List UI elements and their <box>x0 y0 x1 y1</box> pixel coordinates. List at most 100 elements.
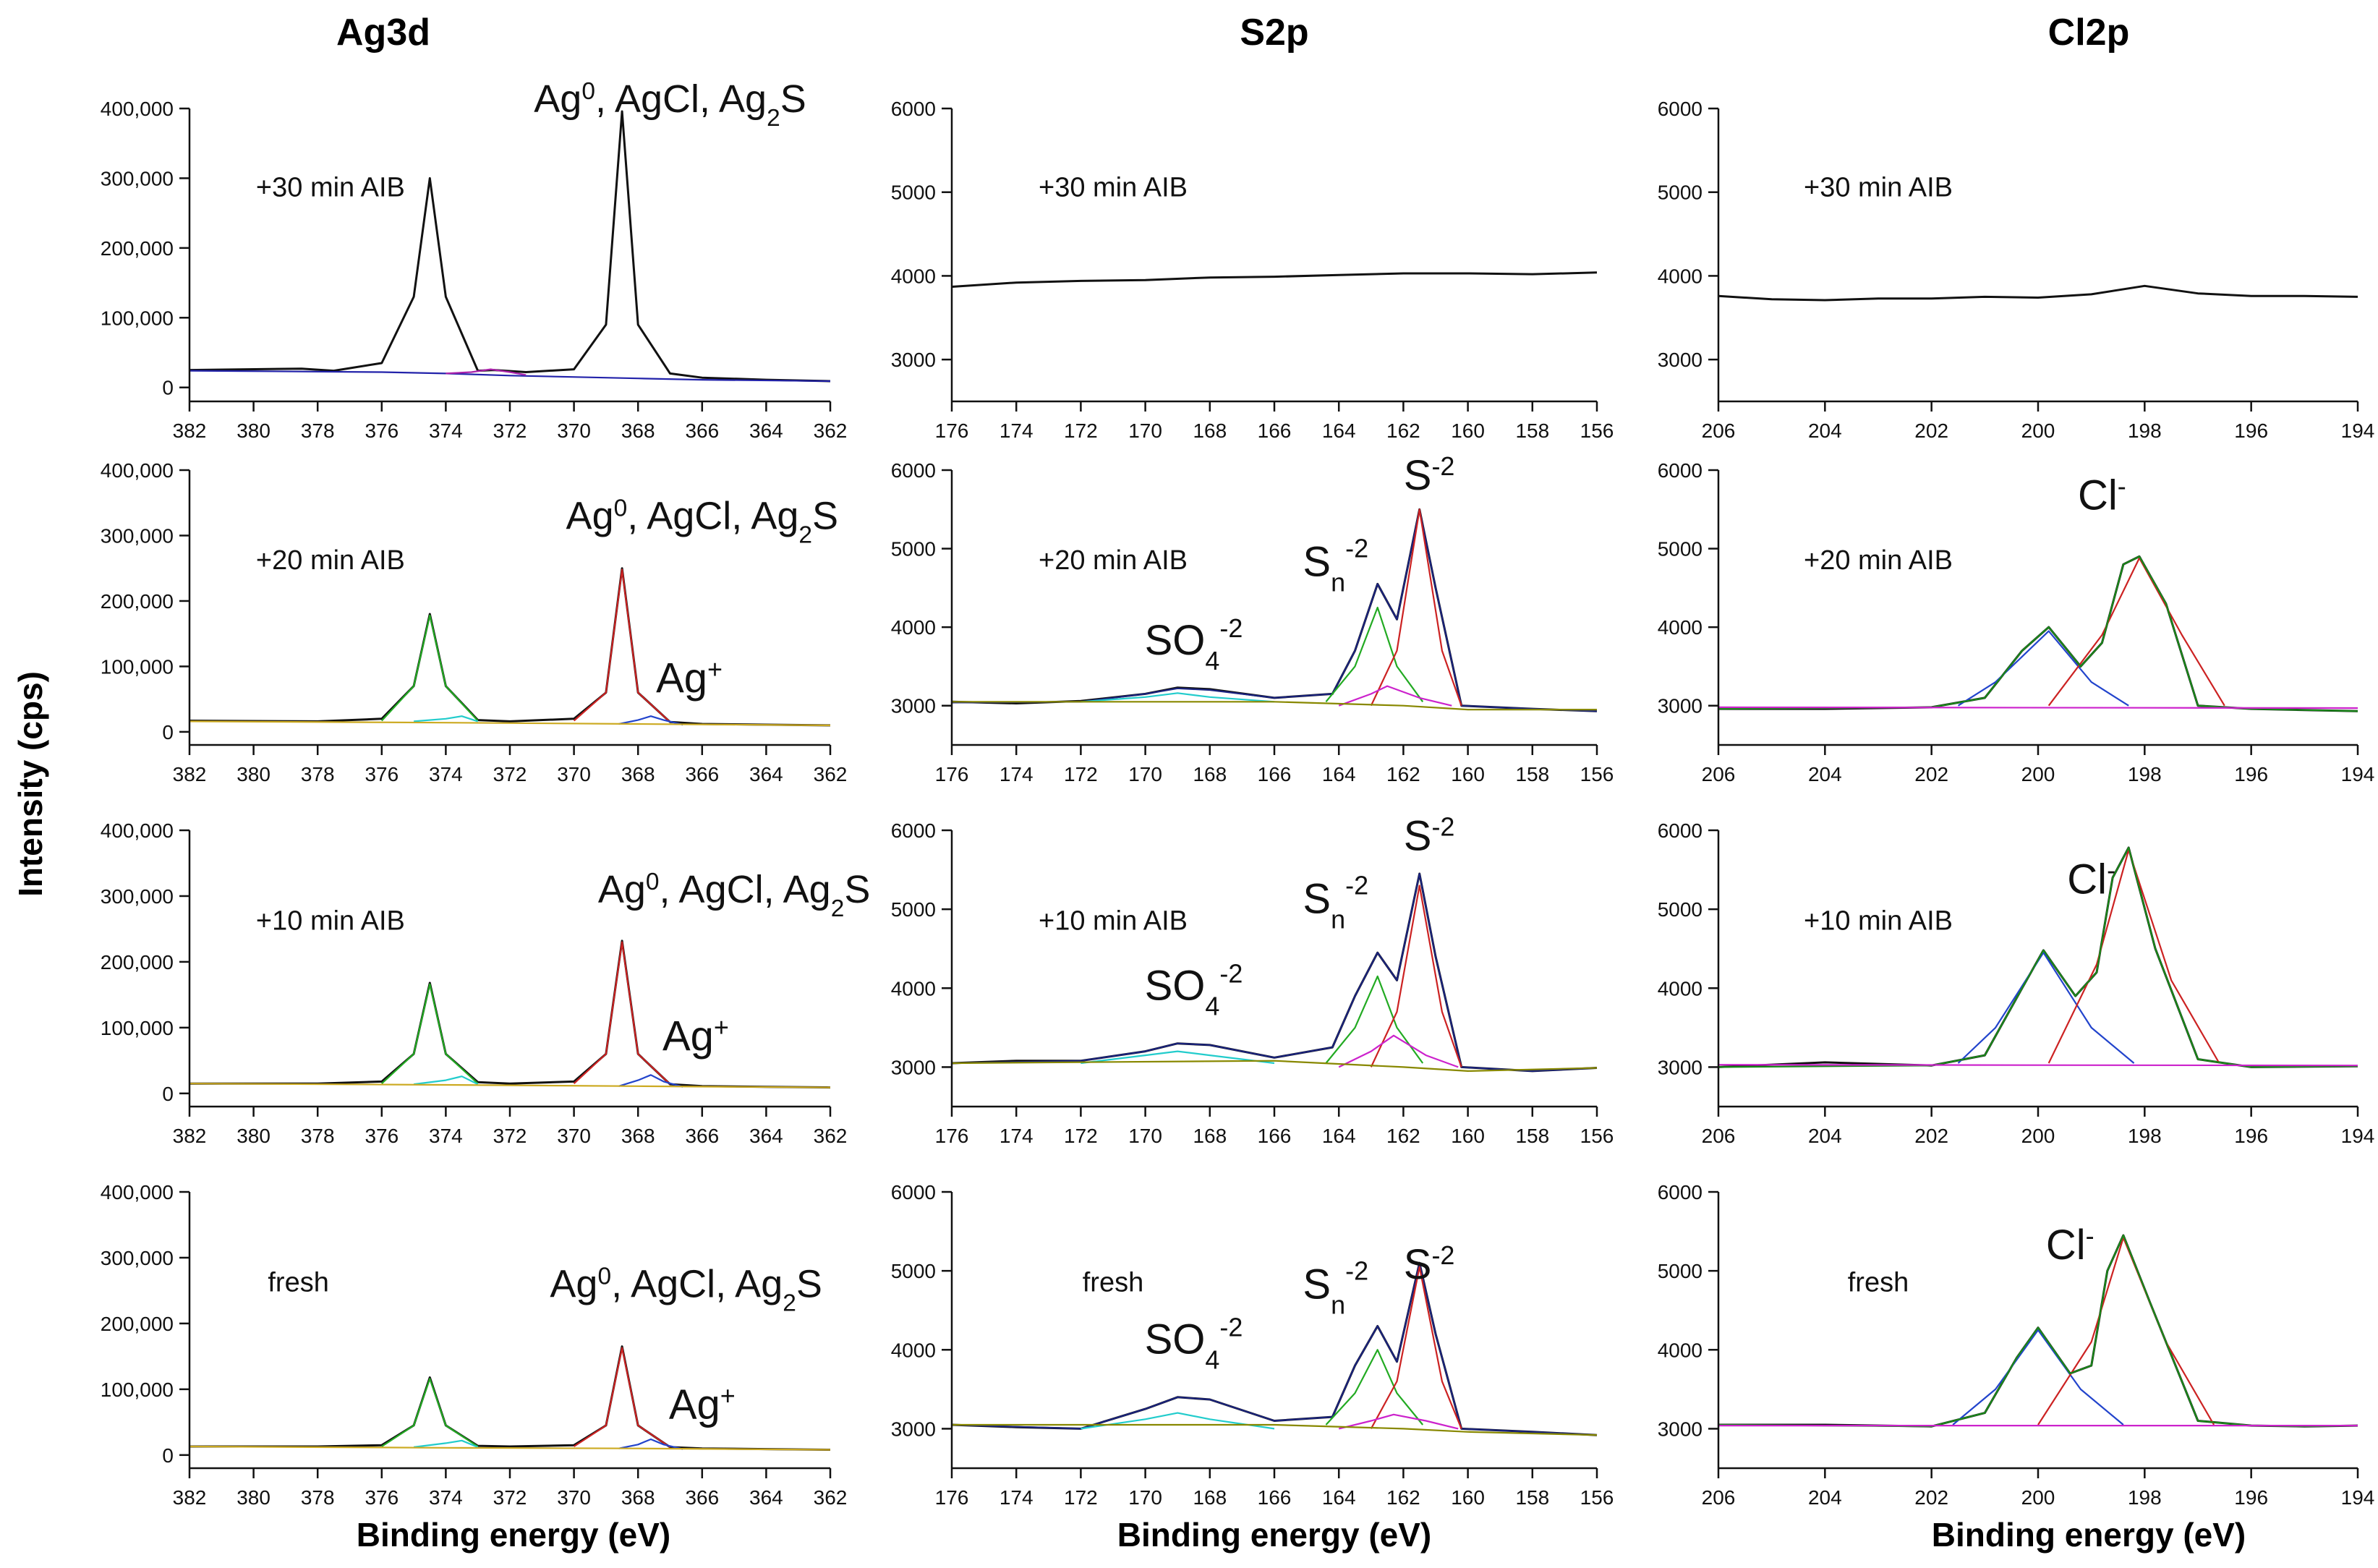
x-tick-label: 368 <box>621 419 655 442</box>
series-measured <box>951 508 1598 712</box>
x-tick-label: 372 <box>493 763 527 785</box>
series-cl-2p1-2 <box>1952 1329 2124 1426</box>
x-tick-label: 378 <box>301 1486 335 1509</box>
x-tick-label: 194 <box>2341 1125 2375 1147</box>
sample-label: fresh <box>268 1268 328 1298</box>
x-tick-label: 168 <box>1193 1486 1227 1509</box>
x-tick-label: 366 <box>685 763 719 785</box>
x-tick-label: 198 <box>2128 1486 2162 1509</box>
peak-annotation: Ag0, AgCl, Ag2S <box>566 494 839 548</box>
x-tick-label: 200 <box>2021 1486 2055 1509</box>
panel-ag3d-2: 382 380 378 376 374 372 370 368 366 364 362 0 100,00… <box>101 459 848 785</box>
x-tick-label: 158 <box>1515 419 1549 442</box>
x-tick-label: 206 <box>1702 1125 1736 1147</box>
x-tick-label: 196 <box>2234 1486 2268 1509</box>
x-tick-label: 166 <box>1258 763 1292 785</box>
y-tick-label: 200,000 <box>101 590 174 613</box>
peak-annotation: S-2 <box>1404 811 1455 860</box>
x-tick-label: 170 <box>1128 763 1162 785</box>
series-component <box>446 368 527 376</box>
x-tick-label: 194 <box>2341 1486 2375 1509</box>
x-tick-label: 380 <box>236 1125 270 1147</box>
y-tick-label: 0 <box>162 721 174 743</box>
x-tick-label: 164 <box>1322 1125 1356 1147</box>
series-measured <box>189 939 831 1089</box>
x-tick-label: 160 <box>1451 1125 1485 1147</box>
series-ag-fit <box>618 1438 683 1450</box>
y-tick-label: 3000 <box>891 1418 936 1440</box>
x-tick-label: 198 <box>2128 763 2162 785</box>
x-tick-label: 158 <box>1515 1125 1549 1147</box>
panel-s2p-1: 176 174 172 170 168 166 164 162 160 158 156 3000 400… <box>891 98 1614 442</box>
x-tick-label: 202 <box>1914 1125 1948 1147</box>
series-s-fit <box>1338 1413 1459 1430</box>
sample-label: +20 min AIB <box>1804 545 1953 576</box>
series-ag0-fit <box>573 1347 671 1448</box>
x-tick-label: 156 <box>1580 763 1614 785</box>
x-tick-label: 194 <box>2341 763 2375 785</box>
sample-label: +20 min AIB <box>256 545 405 576</box>
x-tick-label: 168 <box>1193 419 1227 442</box>
x-tick-label: 162 <box>1386 1486 1420 1509</box>
series-ag0-fit <box>573 568 671 723</box>
y-tick-label: 4000 <box>1658 616 1702 639</box>
panel-s2p-3: 176 174 172 170 168 166 164 162 160 158 156 3000 400… <box>891 811 1614 1147</box>
y-tick-label: 4000 <box>891 265 936 287</box>
series-s2-fit <box>1370 1266 1462 1429</box>
y-tick-label: 3000 <box>891 695 936 717</box>
x-tick-label: 204 <box>1808 763 1842 785</box>
x-tick-label: 362 <box>814 419 848 442</box>
x-tick-label: 362 <box>814 763 848 785</box>
series-fit-envelope <box>1718 555 2358 712</box>
series-background <box>1718 706 2358 710</box>
series-so4-fit <box>1081 1412 1275 1430</box>
x-tick-label: 166 <box>1258 1125 1292 1147</box>
sample-label: +10 min AIB <box>1039 906 1188 937</box>
series-fit-envelope <box>951 1262 1598 1436</box>
x-tick-label: 370 <box>557 419 591 442</box>
y-tick-label: 6000 <box>891 98 936 120</box>
x-tick-label: 380 <box>236 419 270 442</box>
series-cl-2p1-2 <box>1957 952 2135 1064</box>
sample-label: +10 min AIB <box>256 906 405 937</box>
x-tick-label: 174 <box>1000 763 1034 785</box>
x-tick-label: 364 <box>749 419 783 442</box>
x-tick-label: 196 <box>2234 419 2268 442</box>
panel-cl2p-4: 206 204 202 200 198 196 194 3000 4000 5000 6000 fre… <box>1658 1181 2375 1509</box>
x-tick-label: 170 <box>1128 1486 1162 1509</box>
peak-annotation: Sn-2 <box>1303 870 1368 934</box>
y-tick-label: 6000 <box>1658 459 1702 482</box>
series-s-fit <box>1338 1034 1459 1068</box>
series-s2-fit <box>1370 508 1462 707</box>
series-cl-2p3-2 <box>2037 1237 2215 1426</box>
x-tick-label: 378 <box>301 419 335 442</box>
y-tick-label: 400,000 <box>101 819 174 842</box>
y-tick-label: 100,000 <box>101 307 174 329</box>
column-title-s2p: S2p <box>1240 12 1308 54</box>
panel-cl2p-3: 206 204 202 200 198 196 194 3000 4000 5000 6000 +10… <box>1658 819 2375 1147</box>
y-tick-label: 200,000 <box>101 951 174 973</box>
series-ag0-fit <box>573 941 671 1085</box>
y-tick-label: 0 <box>162 1444 174 1467</box>
x-tick-label: 164 <box>1322 419 1356 442</box>
x-tick-label: 196 <box>2234 1125 2268 1147</box>
x-tick-label: 204 <box>1808 1125 1842 1147</box>
x-tick-label: 366 <box>685 1125 719 1147</box>
x-tick-label: 206 <box>1702 1486 1736 1509</box>
x-tick-label: 168 <box>1193 763 1227 785</box>
x-tick-label: 170 <box>1128 1125 1162 1147</box>
x-tick-label: 174 <box>1000 1486 1034 1509</box>
x-tick-label: 176 <box>935 1125 969 1147</box>
x-tick-label: 362 <box>814 1125 848 1147</box>
y-tick-label: 300,000 <box>101 167 174 189</box>
peak-annotation: Ag+ <box>656 654 723 702</box>
y-tick-label: 5000 <box>891 182 936 204</box>
series-background <box>189 720 831 726</box>
y-tick-label: 300,000 <box>101 524 174 547</box>
panel-ag3d-4: 382 380 378 376 374 372 370 368 366 364 362 0 100,00… <box>101 1181 848 1509</box>
series-measured <box>189 567 831 727</box>
panel-ag3d-3: 382 380 378 376 374 372 370 368 366 364 362 0 100,00… <box>101 819 871 1147</box>
x-tick-label: 162 <box>1386 763 1420 785</box>
x-tick-label: 362 <box>814 1486 848 1509</box>
